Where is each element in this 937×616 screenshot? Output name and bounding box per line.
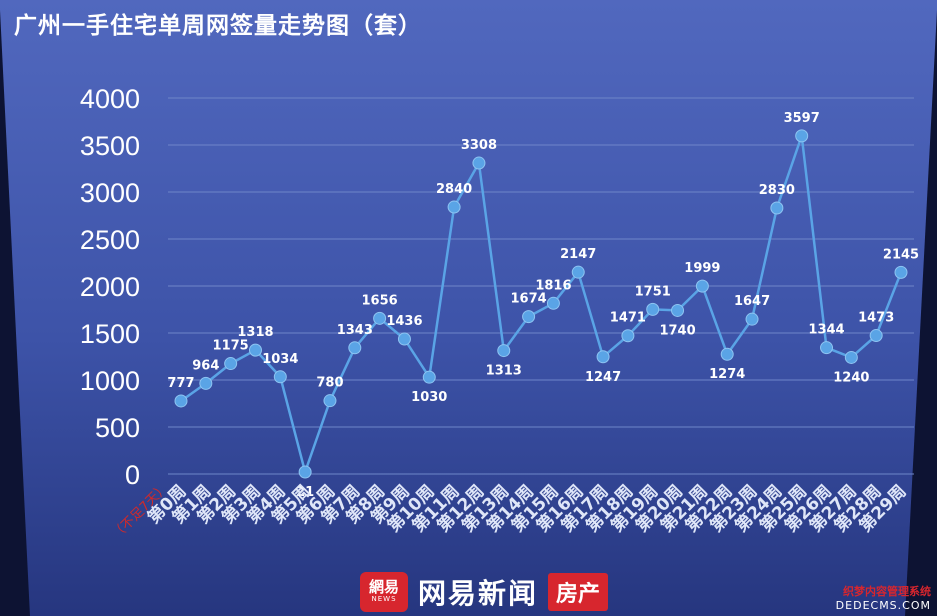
data-label: 1175 <box>213 339 249 354</box>
logo-sub: NEWS <box>371 595 397 604</box>
data-point <box>869 329 883 343</box>
data-point <box>248 343 262 357</box>
data-label: 1656 <box>362 293 398 308</box>
data-point <box>695 279 709 293</box>
data-point <box>174 394 188 408</box>
logo-text: 網易 <box>368 578 399 597</box>
chart-title: 广州一手住宅单周网签量走势图（套） <box>14 13 422 39</box>
data-label: 21 <box>296 485 314 500</box>
x-axis-ticks: 第0周第1周第2周第3周第4周第5周第6周第7周第8周第9周第10周第11周第1… <box>143 481 910 537</box>
data-label: 1318 <box>237 325 273 340</box>
y-tick-label: 1500 <box>80 319 140 349</box>
data-label: 1247 <box>585 370 621 385</box>
data-point <box>298 465 312 479</box>
data-label: 1436 <box>386 314 422 329</box>
y-tick-label: 2000 <box>80 272 140 302</box>
data-label: 1999 <box>684 261 720 276</box>
data-point <box>795 129 809 143</box>
data-label: 3308 <box>461 138 497 153</box>
data-point <box>472 156 486 170</box>
data-point <box>720 347 734 361</box>
data-label: 2145 <box>883 247 919 262</box>
data-point <box>596 350 610 364</box>
data-point <box>422 370 436 384</box>
data-label: 1816 <box>535 278 571 293</box>
y-tick-label: 0 <box>125 460 140 490</box>
data-label: 1740 <box>659 323 695 338</box>
data-label: 1674 <box>510 292 546 307</box>
data-label: 964 <box>192 358 219 373</box>
data-point <box>745 312 759 326</box>
data-label: 2840 <box>436 182 472 197</box>
data-label: 1344 <box>808 323 844 338</box>
y-tick-label: 3500 <box>80 131 140 161</box>
netease-logo: 網易 NEWS <box>360 572 408 612</box>
data-label: 1343 <box>337 323 373 338</box>
data-point <box>273 370 287 384</box>
y-tick-label: 4000 <box>80 84 140 114</box>
data-point <box>820 341 834 355</box>
watermark: 织梦内容管理系统 DEDECMS.COM <box>836 583 931 612</box>
data-label: 3597 <box>784 111 820 126</box>
data-label: 1034 <box>262 352 298 367</box>
data-point <box>522 310 536 324</box>
section-tag: 房产 <box>548 573 609 611</box>
watermark-line2: DEDECMS.COM <box>835 599 931 612</box>
data-point <box>770 201 784 215</box>
data-point <box>671 303 685 317</box>
data-point <box>199 376 213 390</box>
data-label: 1030 <box>411 390 447 405</box>
data-label: 1647 <box>734 294 770 309</box>
data-point <box>224 357 238 371</box>
data-point <box>447 200 461 214</box>
data-points <box>174 129 908 479</box>
data-point <box>894 265 908 279</box>
data-label: 1274 <box>709 367 745 382</box>
data-label: 2830 <box>759 183 795 198</box>
data-point <box>323 394 337 408</box>
data-point <box>373 311 387 325</box>
y-tick-label: 3000 <box>80 178 140 208</box>
y-tick-label: 2500 <box>80 225 140 255</box>
series-line <box>180 135 903 477</box>
data-label: 1751 <box>635 284 671 299</box>
data-label: 780 <box>316 376 343 391</box>
grid-lines <box>168 97 914 475</box>
data-point <box>621 329 635 343</box>
data-label: 2147 <box>560 247 596 262</box>
brand-name: 网易新闻 <box>418 577 539 610</box>
data-point <box>546 296 560 310</box>
y-tick-label: 500 <box>95 413 140 443</box>
data-label: 1471 <box>610 311 646 326</box>
watermark-line1: 织梦内容管理系统 <box>843 585 931 598</box>
data-point <box>497 344 511 358</box>
data-label: 1240 <box>833 370 869 385</box>
data-label: 1313 <box>486 364 522 379</box>
data-point <box>348 341 362 355</box>
y-axis-ticks: 0 500 1000 1500 2000 2500 3000 3500 4000 <box>80 84 140 490</box>
data-point <box>646 302 660 316</box>
footer-brand: 網易 NEWS 网易新闻 房产 <box>360 572 609 612</box>
data-point <box>571 265 585 279</box>
data-point <box>844 350 858 364</box>
data-label: 1473 <box>858 311 894 326</box>
data-label: 777 <box>167 376 194 391</box>
y-tick-label: 1000 <box>80 366 140 396</box>
data-point <box>397 332 411 346</box>
